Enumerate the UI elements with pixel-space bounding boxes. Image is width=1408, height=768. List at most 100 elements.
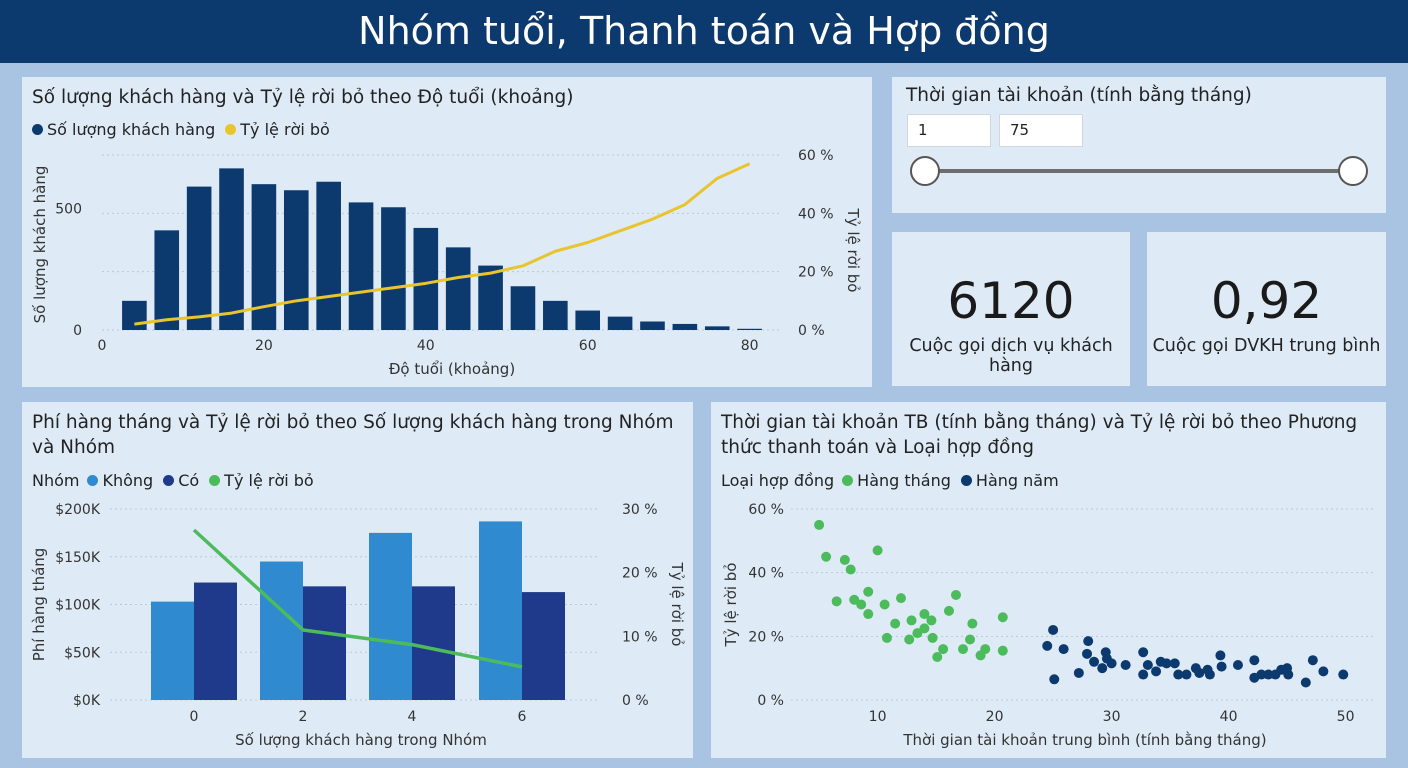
scatter-point-yearly xyxy=(1106,658,1117,669)
group-churn-line xyxy=(192,528,523,669)
y-right-tick-label: 20 % xyxy=(622,566,658,582)
bar-yes xyxy=(522,592,565,700)
scatter-point-yearly xyxy=(1169,658,1180,669)
legend-label-yearly: Hàng năm xyxy=(975,471,1059,490)
scatter-point-yearly xyxy=(1082,648,1093,659)
age-bar xyxy=(672,323,698,330)
scatter-point-monthly xyxy=(904,634,915,645)
x-tick-label: 40 xyxy=(417,338,435,354)
bar-no xyxy=(151,601,194,700)
scatter-point-monthly xyxy=(919,609,930,620)
y-left-axis-label: Phí hàng tháng xyxy=(30,548,48,662)
scatter-point-monthly xyxy=(912,628,923,639)
y-tick-label: 60 % xyxy=(748,502,784,518)
scatter-point-yearly xyxy=(1263,669,1274,680)
x-tick-label: 2 xyxy=(299,709,308,725)
scatter-point-yearly xyxy=(1173,669,1184,680)
x-tick-label: 60 xyxy=(579,338,597,354)
y-left-tick-label: $150K xyxy=(55,550,101,566)
scatter-point-monthly xyxy=(997,645,1008,656)
y-right-tick-label: 40 % xyxy=(798,206,834,222)
slider-handle-low[interactable] xyxy=(910,156,940,186)
age-bar xyxy=(607,316,633,330)
y-left-axis-label: Số lượng khách hàng xyxy=(31,166,49,324)
scatter-point-yearly xyxy=(1307,655,1318,666)
age-bar xyxy=(510,286,536,330)
legend-dot-churn xyxy=(225,124,237,135)
x-tick-label: 80 xyxy=(741,338,759,354)
scatter-point-monthly xyxy=(919,623,930,634)
scatter-point-yearly xyxy=(1083,636,1094,647)
scatter-point-yearly xyxy=(1049,674,1060,685)
y-right-axis-label: Tỷ lệ rời bỏ xyxy=(668,562,686,647)
scatter-point-yearly xyxy=(1249,655,1260,666)
scatter-point-yearly xyxy=(1194,667,1205,678)
page-title: Nhóm tuổi, Thanh toán và Hợp đồng xyxy=(358,9,1050,53)
legend-label-yes: Có xyxy=(178,471,200,490)
scatter-point-yearly xyxy=(1300,677,1311,688)
age-chart-svg: 0 % 20 % 40 % 60 % 0 500 0 20 40 60 80 Độ tuổi (kho… xyxy=(31,148,862,378)
age-bar xyxy=(737,328,762,330)
group-chart-card: Phí hàng tháng và Tỷ lệ rời bỏ theo Số l… xyxy=(22,402,693,758)
scatter-point-monthly xyxy=(821,551,832,562)
y-tick-label: 20 % xyxy=(748,629,784,645)
legend-label-monthly: Hàng tháng xyxy=(857,471,951,490)
x-tick-label: 20 xyxy=(986,709,1004,725)
scatter-point-yearly xyxy=(1089,656,1100,667)
x-tick-label: 0 xyxy=(190,709,199,725)
age-chart-legend: Số lượng khách hàng Tỷ lệ rời bỏ xyxy=(32,120,332,139)
scatter-point-yearly xyxy=(1204,669,1215,680)
x-axis-label: Số lượng khách hàng trong Nhóm xyxy=(235,731,487,749)
legend-label-churn: Tỷ lệ rời bỏ xyxy=(240,120,330,139)
age-bar xyxy=(413,227,439,330)
x-tick-label: 10 xyxy=(869,709,887,725)
age-chart-title: Số lượng khách hàng và Tỷ lệ rời bỏ theo… xyxy=(32,87,574,108)
scatter-point-monthly xyxy=(967,618,978,629)
x-axis-label: Độ tuổi (khoảng) xyxy=(389,360,515,378)
page-header: Nhóm tuổi, Thanh toán và Hợp đồng xyxy=(0,0,1408,63)
legend-dot-customers xyxy=(32,124,43,135)
age-bar xyxy=(219,168,244,330)
bar-yes xyxy=(412,586,455,700)
group-chart-title: Phí hàng tháng và Tỷ lệ rời bỏ theo Số l… xyxy=(32,412,674,458)
y-left-tick-label: $0K xyxy=(73,693,101,709)
scatter-point-monthly xyxy=(831,596,842,607)
group-chart-legend: Nhóm Không Có Tỷ lệ rời bỏ xyxy=(32,471,316,490)
bar-no xyxy=(369,532,412,700)
age-bar xyxy=(283,190,309,330)
age-bar xyxy=(381,207,406,330)
age-bar xyxy=(704,326,730,330)
scatter-point-monthly xyxy=(980,644,991,655)
legend-dot-monthly xyxy=(842,475,854,486)
scatter-legend-title: Loại hợp đồng xyxy=(721,471,835,490)
y-left-tick-label: 0 xyxy=(73,323,82,339)
scatter-point-monthly xyxy=(965,634,976,645)
scatter-point-yearly xyxy=(1338,669,1349,680)
scatter-point-monthly xyxy=(863,586,874,597)
group-chart-svg: $0K $50K $100K $150K $200K 0 % 10 % 20 % 30 % 0 2 4… xyxy=(30,502,686,749)
y-right-tick-label: 20 % xyxy=(798,265,834,281)
scatter-point-monthly xyxy=(863,609,874,620)
slider-handle-high[interactable] xyxy=(1338,156,1368,186)
scatter-point-monthly xyxy=(856,599,867,610)
x-tick-label: 40 xyxy=(1220,709,1238,725)
scatter-point-yearly xyxy=(1318,666,1329,677)
y-right-tick-label: 0 % xyxy=(798,323,825,339)
age-bar xyxy=(316,181,341,330)
age-bar xyxy=(575,310,601,330)
age-bar xyxy=(186,186,212,330)
slider-min-input[interactable]: 1 xyxy=(907,114,991,147)
y-right-axis-label: Tỷ lệ rời bỏ xyxy=(844,208,862,293)
scatter-point-yearly xyxy=(1232,659,1243,670)
y-tick-label: 0 % xyxy=(757,693,784,709)
kpi-avg-calls-label: Cuộc gọi DVKH trung bình xyxy=(1152,336,1381,356)
scatter-point-yearly xyxy=(1138,647,1149,658)
slider-max-input[interactable]: 75 xyxy=(999,114,1083,147)
age-bar xyxy=(543,300,568,330)
slider-title: Thời gian tài khoản (tính bằng tháng) xyxy=(906,85,1252,106)
scatter-point-yearly xyxy=(1215,650,1226,661)
legend-label-no: Không xyxy=(102,471,154,490)
age-bar xyxy=(154,230,180,330)
bar-no xyxy=(260,561,303,700)
x-tick-label: 50 xyxy=(1337,709,1355,725)
